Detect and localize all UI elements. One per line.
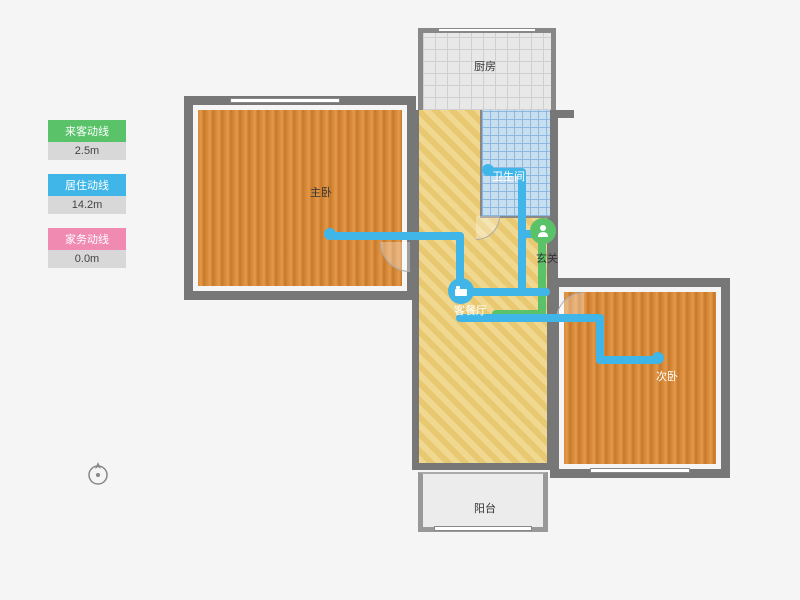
label-master: 主卧 (310, 184, 332, 200)
legend-value: 0.0m (48, 250, 126, 268)
legend-label: 家务动线 (48, 228, 126, 250)
legend-label: 来客动线 (48, 120, 126, 142)
flow-endpoint (324, 228, 336, 240)
entrance-badge-icon (530, 218, 556, 244)
flow-segment (596, 356, 658, 364)
window-mark (434, 526, 532, 531)
legend-item-living: 居住动线 14.2m (48, 174, 126, 214)
legend: 来客动线 2.5m 居住动线 14.2m 家务动线 0.0m (48, 120, 126, 282)
label-second: 次卧 (656, 368, 678, 384)
flow-segment (330, 232, 464, 240)
living-badge-icon (448, 278, 474, 304)
legend-item-guest: 来客动线 2.5m (48, 120, 126, 160)
legend-item-chore: 家务动线 0.0m (48, 228, 126, 268)
label-kitchen: 厨房 (474, 58, 496, 74)
label-balcony: 阳台 (474, 500, 496, 516)
legend-value: 14.2m (48, 196, 126, 214)
floorplan: 厨房 主卧 客餐厅 卫生间 次卧 阳台 玄关 (190, 10, 750, 565)
legend-value: 2.5m (48, 142, 126, 160)
room-master-bedroom (198, 110, 402, 286)
window-mark (230, 98, 340, 103)
window-mark (438, 28, 536, 32)
flow-endpoint (652, 352, 664, 364)
legend-label: 居住动线 (48, 174, 126, 196)
compass-icon (85, 460, 111, 486)
label-bathroom: 卫生间 (492, 168, 525, 184)
window-mark (590, 468, 690, 473)
label-entrance: 玄关 (536, 250, 558, 266)
label-living: 客餐厅 (454, 302, 487, 318)
wall-segment (550, 110, 574, 118)
